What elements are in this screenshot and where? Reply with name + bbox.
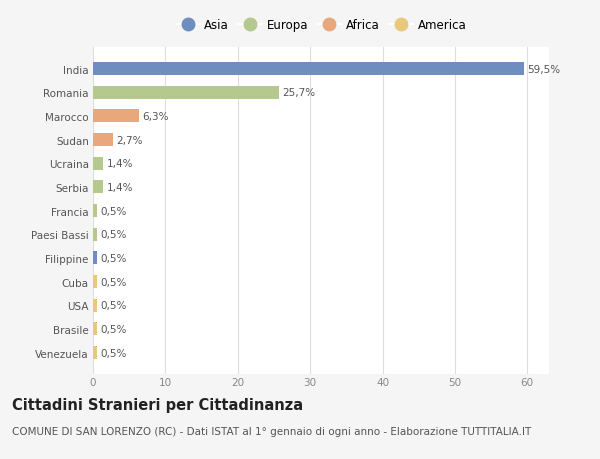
Text: 0,5%: 0,5% (100, 253, 127, 263)
Bar (93, 134, 113, 147)
Bar (93, 181, 103, 194)
Text: Cittadini Stranieri per Cittadinanza: Cittadini Stranieri per Cittadinanza (12, 397, 303, 412)
Text: 0,5%: 0,5% (100, 301, 127, 311)
Bar (93, 63, 524, 76)
Text: 6,3%: 6,3% (142, 112, 169, 122)
Text: 2,7%: 2,7% (116, 135, 143, 146)
Bar (93, 205, 97, 218)
Bar (93, 323, 97, 336)
Bar (93, 87, 279, 100)
Text: 0,5%: 0,5% (100, 277, 127, 287)
Text: 59,5%: 59,5% (527, 65, 560, 74)
Text: 0,5%: 0,5% (100, 324, 127, 334)
Legend: Asia, Europa, Africa, America: Asia, Europa, Africa, America (173, 17, 469, 34)
Text: 0,5%: 0,5% (100, 230, 127, 240)
Text: 0,5%: 0,5% (100, 348, 127, 358)
Text: COMUNE DI SAN LORENZO (RC) - Dati ISTAT al 1° gennaio di ogni anno - Elaborazion: COMUNE DI SAN LORENZO (RC) - Dati ISTAT … (12, 426, 531, 436)
Bar (93, 275, 97, 288)
Bar (93, 110, 139, 123)
Bar (93, 157, 103, 170)
Bar (93, 346, 97, 359)
Text: 0,5%: 0,5% (100, 206, 127, 216)
Text: 1,4%: 1,4% (107, 159, 133, 169)
Bar (93, 252, 97, 265)
Text: 1,4%: 1,4% (107, 183, 133, 192)
Text: 25,7%: 25,7% (283, 88, 316, 98)
Bar (93, 228, 97, 241)
Bar (93, 299, 97, 312)
